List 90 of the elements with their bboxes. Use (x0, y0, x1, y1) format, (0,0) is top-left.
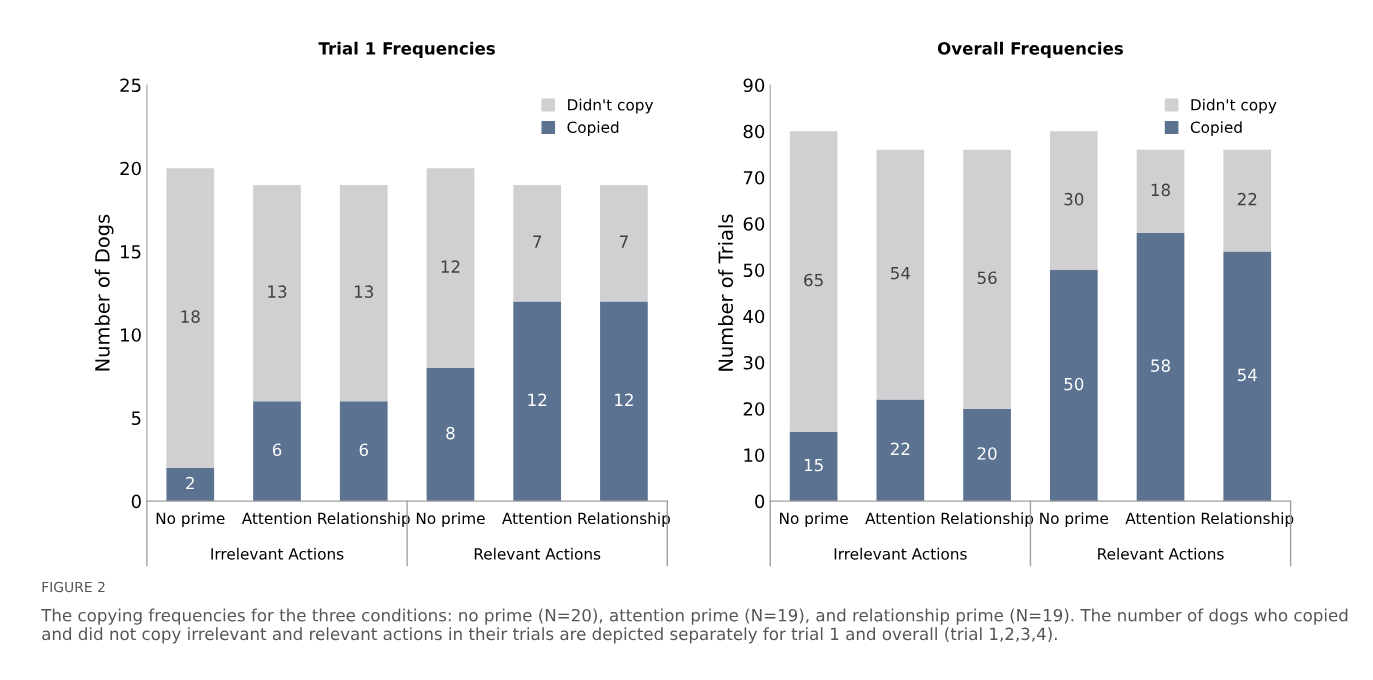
data-label: 22 (890, 442, 910, 455)
bar (1136, 232, 1185, 502)
bar (1223, 149, 1272, 252)
legend-label: Didn't copy (568, 98, 654, 114)
y-tick-label: 50 (743, 263, 765, 278)
bar (1223, 251, 1272, 502)
data-label: 2 (186, 476, 194, 490)
text: Relevant Actions (474, 547, 601, 560)
x-tick-label: No prime (416, 512, 485, 528)
y-tick-label: 80 (743, 124, 765, 139)
data-label: 13 (268, 285, 287, 298)
x-tick-label: Relationship (578, 512, 670, 528)
x-tick-label: Attention (1125, 512, 1195, 525)
data-label: 7 (533, 235, 542, 248)
text: The copying frequencies for the three conditions: no prime (N=20), attention prime (N=19), and relationship prime (N=19). The number of dogs who copied and did not copy irrelevant and relevant actions in their trials are depicted separately for trial 1 and overall (trial 1,2,3,4). (41, 608, 1348, 644)
bar (339, 401, 388, 502)
y-tick-label: 0 (755, 494, 765, 509)
caption: FIGURE 2 (42, 581, 105, 593)
legend-label: Copied (1190, 121, 1242, 136)
text: Irrelevant Actions (834, 547, 967, 560)
data-label: 8 (446, 426, 455, 440)
y-axis-title: Number of Dogs (94, 214, 114, 371)
data-label: 65 (804, 273, 823, 287)
data-label: 50 (1064, 377, 1084, 391)
data-label: 54 (1237, 368, 1257, 382)
x-tick-label: No prime (156, 512, 225, 528)
y-tick-label: 30 (743, 355, 765, 370)
y-tick-label: 70 (743, 170, 765, 185)
y-tick-label: 15 (121, 245, 141, 259)
text: Relevant Actions (1098, 547, 1224, 560)
y-tick-label: 60 (743, 217, 765, 231)
y-tick-label: 20 (120, 161, 141, 176)
data-label: 18 (1151, 183, 1170, 197)
data-label: 56 (977, 271, 997, 285)
data-label: 30 (1064, 192, 1084, 206)
x-tick-label: Attention (502, 512, 572, 525)
y-tick-label: 20 (743, 402, 765, 416)
x-tick-label: No prime (780, 512, 848, 528)
chart-title: Trial 1 Frequencies (318, 41, 495, 58)
data-label: 15 (804, 458, 823, 472)
data-label: 12 (615, 393, 633, 406)
data-label: 12 (528, 393, 547, 406)
y-tick-label: 10 (744, 448, 765, 463)
bar (253, 401, 301, 502)
bar (1136, 149, 1185, 233)
bar (339, 184, 388, 402)
data-label: 18 (181, 310, 200, 323)
bar (513, 184, 562, 302)
bar (789, 131, 838, 432)
data-label: 6 (359, 443, 368, 457)
bar (789, 431, 838, 502)
y-tick-label: 10 (121, 328, 141, 342)
data-label: 20 (977, 447, 997, 460)
bar (253, 184, 301, 402)
bar (600, 184, 648, 302)
bar (426, 367, 475, 502)
bar (963, 149, 1011, 409)
x-tick-label: Attention (241, 512, 311, 525)
data-label: 54 (891, 267, 911, 280)
x-tick-label: Relationship (941, 512, 1034, 528)
bar (963, 408, 1011, 502)
y-tick-label: 25 (120, 78, 141, 93)
data-label: 22 (1237, 192, 1257, 206)
bar (876, 399, 925, 502)
data-label: 12 (441, 260, 460, 273)
x-tick-label: Attention (865, 512, 935, 525)
y-axis-title: Number of Trials (718, 214, 734, 371)
bar (600, 301, 648, 502)
data-label: 58 (1151, 359, 1170, 372)
data-label: 13 (354, 285, 373, 298)
x-tick-label: Relationship (318, 512, 410, 528)
bar (1049, 269, 1098, 502)
y-tick-label: 5 (131, 411, 141, 426)
bar (876, 149, 925, 400)
bar (166, 168, 215, 468)
y-tick-label: 0 (131, 494, 141, 509)
data-label: 7 (619, 235, 628, 248)
chart-title: Overall Frequencies (937, 41, 1123, 58)
x-tick-label: No prime (1040, 512, 1109, 528)
x-tick-label: Relationship (1201, 512, 1294, 528)
data-label: 6 (272, 443, 282, 457)
bar (1049, 131, 1098, 270)
bar (166, 467, 215, 502)
text: Irrelevant Actions (211, 547, 344, 560)
legend-label: Didn't copy (1191, 98, 1277, 114)
bar (513, 301, 562, 502)
y-tick-label: 90 (743, 78, 765, 93)
legend-label: Copied (567, 121, 619, 136)
bar (426, 168, 475, 368)
y-tick-label: 40 (743, 309, 765, 324)
